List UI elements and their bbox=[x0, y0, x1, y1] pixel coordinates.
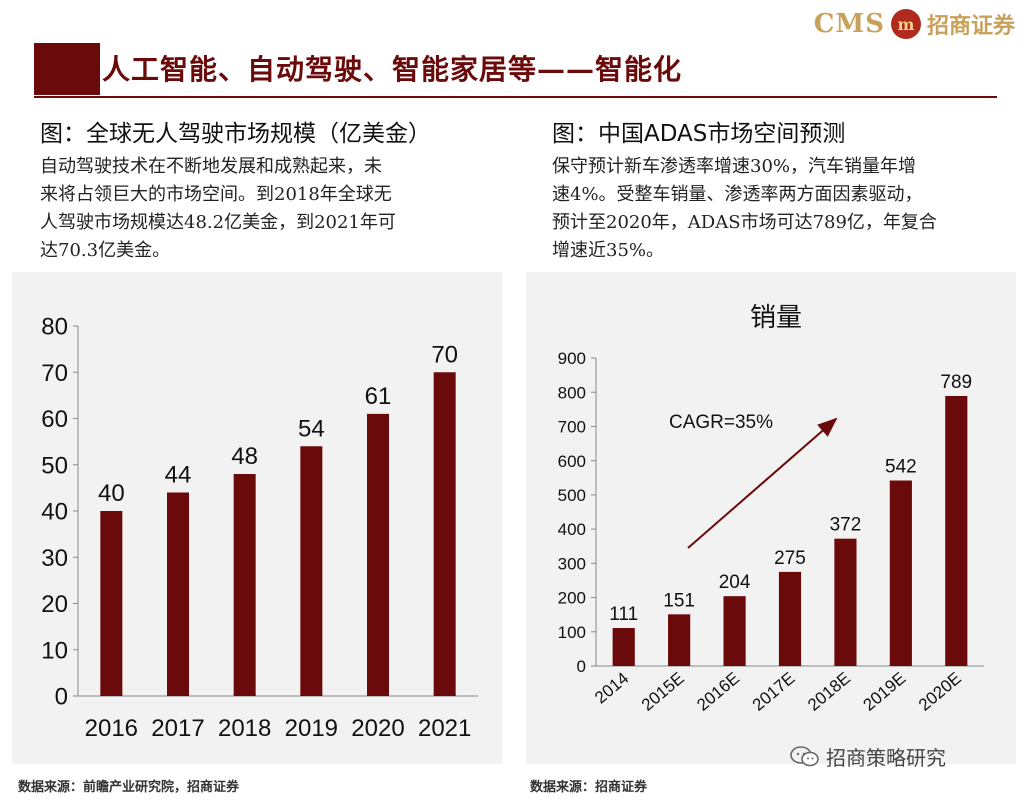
bar bbox=[889, 480, 912, 666]
data-label: 54 bbox=[298, 415, 325, 442]
y-tick-label: 100 bbox=[558, 623, 586, 642]
x-tick-label: 2019E bbox=[860, 669, 910, 715]
y-tick-label: 30 bbox=[41, 545, 68, 572]
data-label: 542 bbox=[885, 457, 917, 478]
left-chart-subtitle: 图：全球无人驾驶市场规模（亿美金） bbox=[40, 121, 431, 147]
y-tick-label: 300 bbox=[558, 554, 586, 573]
y-tick-label: 200 bbox=[558, 589, 586, 608]
x-tick-label: 2014 bbox=[591, 669, 632, 708]
title-accent-block bbox=[34, 43, 100, 95]
y-tick-label: 50 bbox=[41, 452, 68, 479]
left-source-note: 数据来源：前瞻产业研究院，招商证券 bbox=[18, 780, 240, 795]
logo-cms-text: CMS bbox=[813, 9, 885, 39]
market-size-bar-chart: 0 10 20 30 40 50 60 70 80 40 2016 44 2017 48 2018 54 201… bbox=[41, 314, 478, 742]
data-label: 48 bbox=[231, 443, 258, 470]
desc-line: 速4%。受整车销量、渗透率两方面因素驱动， bbox=[552, 184, 923, 205]
desc-line: 达70.3亿美金。 bbox=[40, 240, 171, 261]
y-tick-label: 60 bbox=[41, 406, 68, 433]
x-tick-label: 2018 bbox=[218, 715, 271, 742]
y-tick-label: 500 bbox=[558, 486, 586, 505]
y-tick-label: 10 bbox=[41, 637, 68, 664]
left-description: 自动驾驶技术在不断地发展和成熟起来，未 来将占领巨大的市场空间。到2018年全球… bbox=[40, 153, 396, 265]
x-tick-label: 2020E bbox=[915, 669, 965, 715]
bar bbox=[300, 446, 323, 696]
x-tick-label: 2019 bbox=[285, 715, 338, 742]
data-label: 70 bbox=[431, 341, 458, 368]
bar bbox=[778, 571, 802, 666]
cagr-annotation: CAGR=35% bbox=[669, 412, 773, 433]
data-label: 61 bbox=[365, 383, 392, 410]
watermark-text: 招商策略研究 bbox=[826, 746, 946, 770]
right-source-note: 数据来源：招商证券 bbox=[530, 780, 648, 795]
right-chart-subtitle: 图：中国ADAS市场空间预测 bbox=[552, 121, 846, 147]
wechat-watermark: 招商策略研究 bbox=[790, 742, 946, 771]
data-label: 111 bbox=[609, 604, 638, 625]
x-tick-label: 2020 bbox=[351, 715, 404, 742]
bar bbox=[723, 596, 746, 666]
y-tick-label: 800 bbox=[558, 383, 586, 402]
y-tick-label: 900 bbox=[558, 349, 586, 368]
desc-line: 人驾驶市场规模达48.2亿美金，到2021年可 bbox=[40, 212, 396, 233]
page-title: 人工智能、自动驾驶、智能家居等——智能化 bbox=[102, 53, 683, 86]
bar bbox=[834, 538, 857, 666]
bar bbox=[668, 614, 691, 666]
logo-company-name: 招商证券 bbox=[926, 13, 1015, 39]
y-tick-label: 80 bbox=[41, 314, 68, 341]
y-tick-label: 700 bbox=[558, 418, 586, 437]
y-tick-label: 20 bbox=[41, 591, 68, 618]
y-tick-label: 70 bbox=[41, 360, 68, 387]
bar bbox=[233, 474, 256, 696]
adas-forecast-bar-chart: 销量 0 100 200 300 400 500 600 700 800 900 111 2014 151… bbox=[558, 303, 984, 715]
x-tick-label: 2015E bbox=[638, 669, 688, 715]
data-label: 204 bbox=[719, 572, 751, 593]
y-tick-label: 0 bbox=[55, 684, 68, 711]
bar bbox=[167, 492, 189, 696]
data-label: 40 bbox=[98, 480, 125, 507]
data-label: 275 bbox=[774, 548, 806, 569]
desc-line: 增速近35%。 bbox=[552, 240, 665, 261]
x-tick-label: 2016E bbox=[693, 669, 743, 715]
bar bbox=[367, 413, 389, 696]
x-tick-label: 2017E bbox=[749, 669, 799, 715]
logo-emblem-icon: m bbox=[890, 9, 921, 39]
bar bbox=[100, 511, 123, 696]
y-tick-label: 40 bbox=[41, 499, 68, 526]
bar bbox=[433, 372, 456, 696]
right-description: 保守预计新车渗透率增速30%，汽车销量年增 速4%。受整车销量、渗透率两方面因素… bbox=[552, 153, 937, 265]
brand-logo: CMS m 招商证券 bbox=[814, 8, 1015, 40]
y-tick-label: 400 bbox=[558, 520, 586, 539]
x-tick-label: 2021 bbox=[418, 715, 471, 742]
x-tick-label: 2018E bbox=[804, 669, 854, 715]
chart-title: 销量 bbox=[750, 303, 802, 333]
right-chart-panel: 销量 0 100 200 300 400 500 600 700 800 900 111 2014 151… bbox=[526, 272, 1016, 764]
x-tick-label: 2017 bbox=[151, 715, 204, 742]
desc-line: 保守预计新车渗透率增速30%，汽车销量年增 bbox=[552, 156, 917, 177]
data-label: 44 bbox=[165, 462, 192, 489]
cagr-trend-arrow bbox=[687, 417, 838, 549]
data-label: 151 bbox=[663, 590, 695, 611]
bar bbox=[945, 395, 968, 666]
desc-line: 自动驾驶技术在不断地发展和成熟起来，未 bbox=[40, 156, 382, 177]
desc-line: 来将占领巨大的市场空间。到2018年全球无 bbox=[40, 184, 392, 205]
data-label: 372 bbox=[830, 515, 862, 536]
desc-line: 预计至2020年，ADAS市场可达789亿，年复合 bbox=[552, 212, 937, 233]
x-tick-label: 2016 bbox=[85, 715, 138, 742]
bar bbox=[612, 628, 635, 666]
y-tick-label: 600 bbox=[558, 452, 586, 471]
title-divider bbox=[34, 96, 997, 98]
data-label: 789 bbox=[940, 372, 972, 393]
wechat-icon bbox=[790, 745, 820, 768]
y-tick-label: 0 bbox=[577, 657, 586, 676]
left-chart-panel: 0 10 20 30 40 50 60 70 80 40 2016 44 2017 48 2018 54 201… bbox=[12, 272, 502, 764]
